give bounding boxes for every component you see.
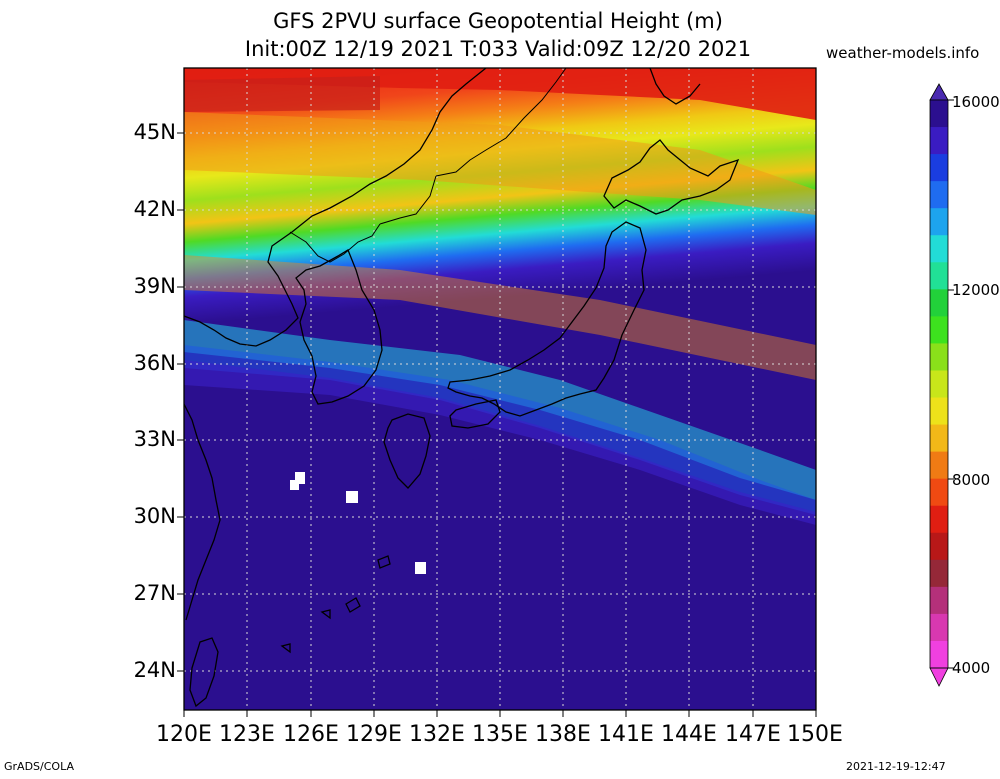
map-grid <box>184 68 816 710</box>
lon-label-150e: 150E <box>787 722 843 747</box>
colorbar-swatch <box>930 451 948 480</box>
lat-label-39n: 39N <box>133 274 176 298</box>
lat-label-27n: 27N <box>133 581 176 605</box>
colorbar-swatch <box>930 208 948 236</box>
colorbar-label-8000: 8000 <box>952 471 991 489</box>
lat-label-33n: 33N <box>133 427 176 451</box>
map-subtitle: Init:00Z 12/19 2021 T:033 Valid:09Z 12/2… <box>244 37 752 61</box>
site-label: weather-models.info <box>826 44 980 62</box>
software-credit: GrADS/COLA <box>4 760 74 773</box>
lon-label-123e: 123E <box>219 722 275 747</box>
colorbar-swatch <box>930 154 948 182</box>
colorbar-swatch <box>930 235 948 263</box>
colorbar-swatch <box>930 478 948 507</box>
lon-label-129e: 129E <box>346 722 402 747</box>
colorbar-bottom-arrow <box>929 667 949 687</box>
colorbar-swatch <box>930 640 948 669</box>
lon-label-138e: 138E <box>535 722 591 747</box>
colorbar-swatch <box>930 559 948 588</box>
colorbar-swatch <box>930 262 948 290</box>
colorbar-swatch <box>930 289 948 317</box>
colorbar-swatch <box>930 370 948 399</box>
colorbar-swatch <box>930 100 948 128</box>
lat-label-42n: 42N <box>133 197 176 221</box>
axis-ticks <box>177 132 817 717</box>
colorbar-swatch <box>930 397 948 426</box>
map-title: GFS 2PVU surface Geopotential Height (m) <box>273 9 723 33</box>
colorbar-label-12000: 12000 <box>952 281 1000 299</box>
lat-label-24n: 24N <box>133 658 176 682</box>
lon-label-144e: 144E <box>661 722 717 747</box>
lat-label-30n: 30N <box>133 504 176 528</box>
country-borders <box>289 68 567 263</box>
colorbar-swatch <box>930 343 948 371</box>
lon-label-147e: 147E <box>725 722 781 747</box>
lon-label-132e: 132E <box>409 722 465 747</box>
colorbar-label-4000: 4000 <box>952 659 991 677</box>
lon-label-141e: 141E <box>598 722 654 747</box>
colorbar-swatch <box>930 532 948 561</box>
colorbar-swatch <box>930 586 948 615</box>
lat-label-36n: 36N <box>133 351 176 375</box>
colorbar-label-16000: 16000 <box>952 93 1000 111</box>
lat-label-45n: 45N <box>133 120 176 144</box>
colorbar-swatch <box>930 316 948 344</box>
colorbar-swatch <box>930 424 948 453</box>
colorbar-swatch <box>930 127 948 155</box>
coastlines <box>184 68 740 708</box>
height-field <box>184 68 816 710</box>
colorbar <box>929 83 954 687</box>
colorbar-swatch <box>930 181 948 209</box>
lon-label-135e: 135E <box>472 722 528 747</box>
colorbar-swatch <box>930 613 948 642</box>
lon-label-126e: 126E <box>283 722 339 747</box>
colorbar-frame <box>929 99 949 669</box>
colorbar-top-arrow <box>929 83 949 101</box>
colorbar-swatch <box>930 505 948 534</box>
lon-label-120e: 120E <box>156 722 212 747</box>
generation-timestamp: 2021-12-19-12:47 <box>846 760 946 773</box>
